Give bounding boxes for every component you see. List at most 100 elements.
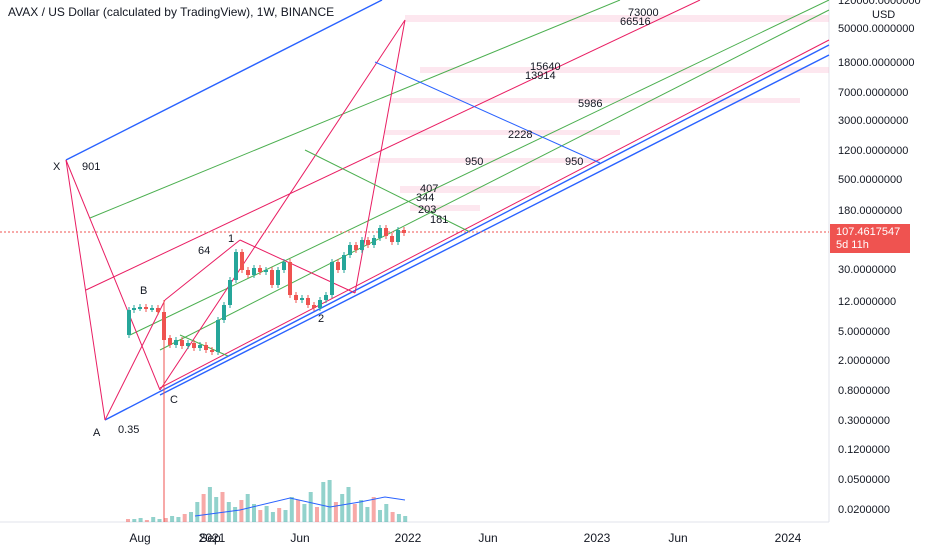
candle-body [276, 270, 280, 285]
time-axis-label: 2022 [395, 531, 422, 545]
pitchfork-line-11 [164, 239, 241, 301]
candle-body [342, 255, 346, 270]
fib-zone-1 [420, 67, 829, 73]
pitchfork-line-10 [104, 299, 166, 421]
candle-body [150, 308, 154, 310]
candle-body [168, 338, 172, 345]
volume-bar [195, 502, 200, 522]
chart-annotation: 13914 [525, 70, 556, 82]
volume-bar [239, 500, 244, 522]
volume-bar [214, 497, 219, 522]
candle-body [384, 228, 388, 236]
candle-body [324, 295, 328, 300]
volume-bar [157, 519, 162, 522]
candle-body [336, 262, 340, 270]
price-axis-label: 30.0000000 [838, 264, 896, 276]
pitchfork-line-3 [89, 0, 621, 219]
price-axis-label: 50000.0000000 [838, 23, 914, 35]
fib-zone-5 [400, 186, 540, 193]
price-axis-label: 3000.0000000 [838, 115, 908, 127]
volume-bar [403, 516, 408, 522]
candle-body [144, 307, 148, 309]
candle-body [138, 307, 142, 309]
candle-body [252, 268, 256, 275]
volume-bar [220, 492, 225, 522]
chart-annotation: X [53, 161, 61, 173]
fib-zone-3 [385, 130, 620, 135]
fib-zone-6 [410, 205, 480, 211]
chart-annotation: 66516 [620, 16, 651, 28]
volume-bar [138, 518, 143, 522]
candle-body [348, 245, 352, 255]
volume-bar [340, 494, 345, 522]
pitchfork-line-9 [65, 159, 161, 391]
chart-annotation: 73000 [628, 7, 659, 19]
candle-body [330, 262, 334, 295]
price-axis-label: 5.0000000 [838, 326, 890, 338]
volume-bar [327, 480, 332, 522]
chart-annotation: 950 [565, 156, 583, 168]
volume-bar [359, 500, 364, 522]
price-axis-label: 0.1200000 [838, 444, 890, 456]
volume-bar [352, 504, 357, 522]
volume-bar [365, 507, 370, 522]
candle-body [270, 270, 274, 285]
time-axis-label: 2021 [199, 531, 226, 545]
volume-bar [201, 494, 206, 522]
candle-body [360, 240, 364, 250]
volume-bar [296, 500, 301, 522]
candle-body [186, 343, 190, 346]
candle-body [210, 350, 214, 352]
chart-annotation: 950 [465, 156, 483, 168]
candle-body [246, 270, 250, 275]
last-price-tag: 107.4617547 5d 11h [830, 224, 910, 253]
price-axis-label: 0.8000000 [838, 385, 890, 397]
candle-body [156, 308, 160, 312]
chart-annotation: 0.35 [118, 424, 139, 436]
price-axis-label: 2.0000000 [838, 355, 890, 367]
chart-annotation: 1 [228, 233, 234, 245]
chart-annotation: 181 [430, 214, 448, 226]
volume-bar [151, 517, 156, 522]
candle-body [294, 295, 298, 300]
price-axis-label: 0.0500000 [838, 474, 890, 486]
candle-body [312, 305, 316, 308]
price-axis-label: 1200.0000000 [838, 145, 908, 157]
chart-annotation: 15640 [530, 61, 561, 73]
time-axis-label: Jun [668, 531, 687, 545]
candle-body [228, 280, 232, 305]
chart-title: AVAX / US Dollar (calculated by TradingV… [8, 5, 335, 19]
candle-body [378, 228, 382, 238]
price-axis-label: 120000.0000000 [838, 0, 921, 7]
chart-annotation: C [170, 394, 178, 406]
candle-body [264, 270, 268, 272]
volume-bar [264, 506, 269, 522]
candle-body [127, 310, 131, 335]
price-axis-label: 12.0000000 [838, 296, 896, 308]
pitchfork-line-5 [159, 9, 830, 351]
volume-bar [258, 510, 263, 522]
candle-body [132, 308, 136, 310]
chart-annotation: 5986 [578, 98, 602, 110]
candle-body [240, 252, 244, 270]
candle-body [282, 262, 286, 270]
volume-bar [207, 487, 212, 522]
price-axis-currency: USD [872, 9, 895, 21]
candle-body [204, 345, 208, 350]
chart-annotation: 2 [318, 313, 324, 325]
candle-body [372, 238, 376, 245]
pitchfork-line-6 [85, 0, 701, 291]
volume-bar [270, 512, 275, 522]
chart-annotation: 901 [82, 161, 100, 173]
price-axis-label: 0.0200000 [838, 504, 890, 516]
candle-body [354, 245, 358, 250]
candle-body [306, 298, 310, 305]
volume-bar [163, 518, 168, 522]
candle-body [180, 340, 184, 346]
chart-annotation: B [140, 285, 147, 297]
volume-bar [302, 504, 307, 522]
fib-zone-0 [405, 15, 829, 22]
pitchfork-line-12 [239, 239, 356, 294]
volume-bar [126, 519, 130, 522]
